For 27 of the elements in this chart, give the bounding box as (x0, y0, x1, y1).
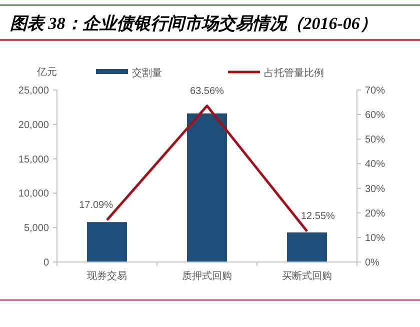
legend-label: 占托管量比例 (264, 67, 324, 79)
y-tick-label: 15,000 (18, 154, 50, 166)
y-tick-label: 20,000 (18, 120, 50, 131)
y2-tick-label: 30% (365, 184, 386, 195)
y2-tick-label: 70% (365, 86, 386, 96)
y2-tick-label: 50% (365, 134, 386, 146)
legend-label: 交割量 (132, 67, 162, 79)
x-tick-label: 现券交易 (87, 270, 127, 282)
x-tick-label: 质押式回购 (182, 270, 232, 282)
y2-tick-label: 0% (365, 258, 380, 268)
data-label: 17.09% (79, 200, 114, 212)
data-label: 63.56% (190, 86, 224, 97)
y-tick-label: 10,000 (18, 188, 50, 200)
y-axis-title: 亿元 (36, 67, 57, 78)
y2-tick-label: 60% (365, 110, 386, 122)
y2-tick-label: 40% (365, 159, 386, 170)
y-tick-label: 0 (43, 258, 50, 268)
y-tick-label: 5,000 (24, 223, 50, 234)
data-label: 12.55% (301, 211, 336, 222)
y-tick-label: 25,000 (18, 86, 50, 96)
bar (287, 232, 327, 262)
chart-title: 图表 38：企业债银行间市场交易情况（2016-06） (10, 14, 377, 33)
x-tick-label: 买断式回购 (282, 270, 332, 282)
y2-tick-label: 20% (365, 208, 386, 220)
bar (87, 222, 127, 262)
bar (187, 113, 227, 262)
y2-tick-label: 10% (365, 232, 386, 244)
